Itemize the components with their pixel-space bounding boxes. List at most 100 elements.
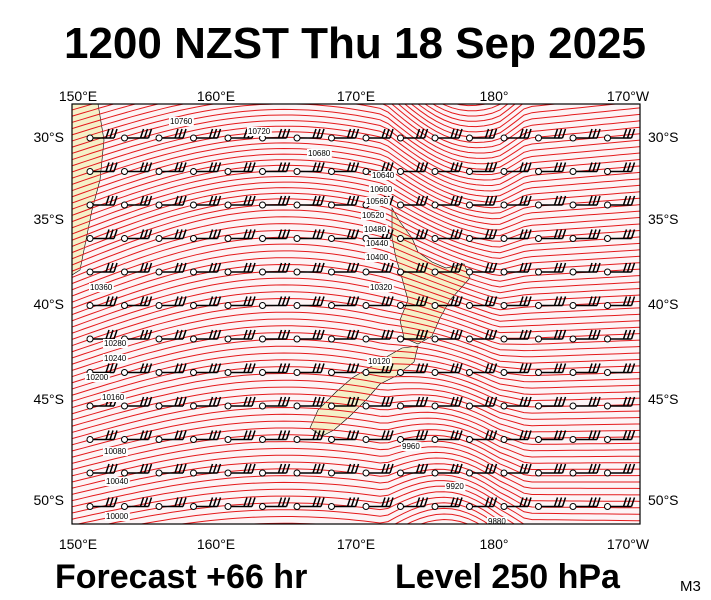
barb-flag [251,195,256,206]
barb-flag [346,162,352,172]
barb-flag [285,296,291,306]
barb-flag [312,262,317,273]
wind-barb [328,229,360,242]
barb-flag [622,128,628,139]
barb-flag [243,396,248,407]
barb-flag [450,162,455,172]
barb-flag [419,296,425,306]
barb-flag [251,262,256,273]
barb-station [259,302,266,309]
barb-flag [523,463,528,474]
barb-flag [113,229,118,239]
wind-barb [86,195,118,209]
wind-barb [86,497,118,510]
barb-flag [312,128,317,139]
barb-flag [492,296,498,306]
wind-barb [259,329,291,343]
wind-barb [569,296,601,309]
barb-flag [523,363,528,373]
barb-flag [561,296,567,306]
wind-barb [259,497,291,510]
barb-flag [527,396,532,407]
barb-flag [488,497,494,507]
contour-line [72,187,640,248]
barb-station [155,134,163,142]
barb-flag [450,195,455,206]
wind-barb [224,430,256,443]
contour-label-box [369,283,394,292]
barb-flag [484,262,490,273]
barb-flag [454,195,459,206]
barb-station [86,302,94,309]
barb-flag [182,195,187,206]
barb-station [604,503,611,510]
barb-flag [247,363,252,373]
contour-line [72,277,640,328]
contour-line [72,203,640,265]
barb-flag [147,396,153,407]
contour-label-box [365,239,390,248]
barb-flag [415,229,421,239]
wind-barb [604,363,636,376]
wind-barb [397,195,429,209]
barb-flag [178,162,183,172]
barb-flag [285,430,291,440]
barb-flag [109,430,114,440]
barb-flag [423,296,429,306]
contour-line [72,114,640,176]
contour-line [72,379,640,421]
barb-station [397,168,404,175]
barb-station [535,134,542,142]
wind-barb [431,363,463,376]
barb-flag [277,463,283,474]
contour-line [72,142,640,203]
barb-station [466,335,473,343]
contour-line [72,104,621,138]
barb-flag [488,363,494,373]
barb-flag [389,430,394,440]
barb-flag [346,329,352,340]
barb-flag [458,463,463,474]
barb-station [604,201,611,209]
barb-flag [182,262,187,273]
barb-station [259,469,266,477]
barb-station [328,402,335,410]
barb-flag [105,497,110,507]
barb-flag [143,430,149,440]
barb-flag [419,363,425,373]
barb-flag [216,229,222,239]
barb-station [190,436,197,443]
barb-flag [208,463,214,474]
barb-flag [212,195,218,206]
wind-barb [190,497,222,510]
barb-flag [385,128,390,139]
barb-station [500,503,508,510]
barb-flag [147,363,153,373]
barb-station [155,369,163,376]
wind-barb [500,162,532,175]
barb-station [155,402,163,410]
barb-flag [174,128,179,139]
barb-flag [354,363,360,373]
barb-flag [450,329,455,340]
barb-flag [109,128,114,139]
barb-flag [523,128,528,139]
barb-flag [630,296,636,306]
contour-line [72,243,640,299]
barb-flag [354,396,360,407]
wind-barb [86,162,118,175]
contour-label: 10080 [104,447,127,456]
barb-station [121,503,128,510]
barb-station [86,134,94,142]
contour-line [72,304,640,353]
barb-station [224,469,232,477]
barb-flag [381,329,386,340]
contour-line [72,325,640,371]
title: 1200 NZST Thu 18 Sep 2025 [64,19,646,68]
wind-barb [500,262,532,276]
barb-flag [281,329,287,340]
barb-flag [553,463,559,474]
level-label: Level 250 hPa [395,558,621,596]
barb-station [397,235,404,242]
lat-label: 30°S [33,129,64,145]
